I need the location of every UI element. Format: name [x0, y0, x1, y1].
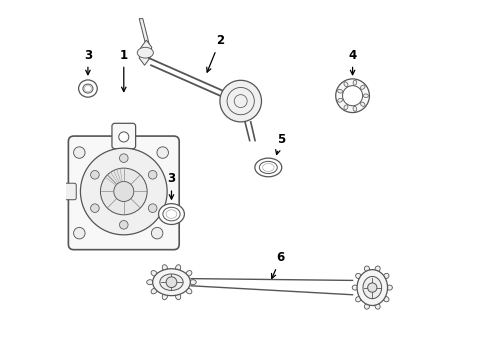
Circle shape	[368, 283, 377, 292]
Ellipse shape	[384, 273, 389, 279]
Circle shape	[151, 228, 163, 239]
Ellipse shape	[361, 85, 365, 89]
Circle shape	[119, 132, 129, 142]
Text: 4: 4	[348, 49, 357, 75]
Circle shape	[74, 147, 85, 158]
FancyBboxPatch shape	[112, 123, 136, 149]
Ellipse shape	[151, 271, 157, 276]
Ellipse shape	[356, 273, 361, 279]
Circle shape	[148, 204, 157, 212]
Circle shape	[220, 80, 262, 122]
Circle shape	[100, 168, 147, 215]
Ellipse shape	[151, 288, 157, 294]
Ellipse shape	[175, 293, 181, 300]
Text: 3: 3	[84, 49, 92, 75]
Ellipse shape	[147, 280, 153, 285]
FancyBboxPatch shape	[69, 136, 179, 250]
Circle shape	[80, 148, 167, 235]
Circle shape	[343, 86, 363, 106]
Ellipse shape	[387, 285, 392, 290]
Ellipse shape	[162, 265, 168, 271]
Ellipse shape	[384, 297, 389, 302]
Ellipse shape	[153, 269, 190, 296]
Ellipse shape	[162, 293, 168, 300]
Text: 1: 1	[120, 49, 128, 91]
Polygon shape	[139, 40, 152, 65]
Ellipse shape	[375, 303, 380, 309]
Ellipse shape	[338, 89, 343, 93]
Ellipse shape	[255, 158, 282, 177]
Ellipse shape	[353, 106, 357, 111]
Circle shape	[91, 204, 99, 212]
Ellipse shape	[365, 303, 369, 309]
Ellipse shape	[353, 80, 357, 85]
Ellipse shape	[357, 270, 388, 306]
Ellipse shape	[344, 82, 348, 87]
Text: 5: 5	[276, 133, 285, 154]
Circle shape	[91, 171, 99, 179]
Ellipse shape	[186, 288, 192, 294]
Ellipse shape	[175, 265, 181, 271]
Ellipse shape	[190, 280, 196, 285]
Ellipse shape	[160, 274, 183, 291]
Ellipse shape	[375, 266, 380, 272]
Circle shape	[120, 221, 128, 229]
Circle shape	[114, 181, 134, 202]
Circle shape	[166, 277, 177, 288]
Text: 6: 6	[271, 251, 285, 278]
Circle shape	[148, 171, 157, 179]
Circle shape	[74, 228, 85, 239]
Ellipse shape	[78, 80, 97, 97]
Circle shape	[120, 154, 128, 162]
Ellipse shape	[363, 276, 382, 299]
Circle shape	[336, 79, 369, 113]
Ellipse shape	[338, 98, 343, 102]
Text: 2: 2	[207, 34, 224, 72]
Ellipse shape	[356, 297, 361, 302]
Ellipse shape	[364, 94, 368, 98]
Ellipse shape	[159, 204, 184, 225]
Ellipse shape	[137, 47, 153, 58]
Ellipse shape	[365, 266, 369, 272]
Text: 3: 3	[168, 172, 175, 199]
Circle shape	[157, 147, 169, 158]
Polygon shape	[234, 89, 248, 105]
Ellipse shape	[361, 102, 365, 106]
Ellipse shape	[352, 285, 358, 290]
Ellipse shape	[344, 105, 348, 109]
Polygon shape	[139, 19, 150, 47]
Ellipse shape	[186, 271, 192, 276]
FancyBboxPatch shape	[60, 183, 76, 200]
